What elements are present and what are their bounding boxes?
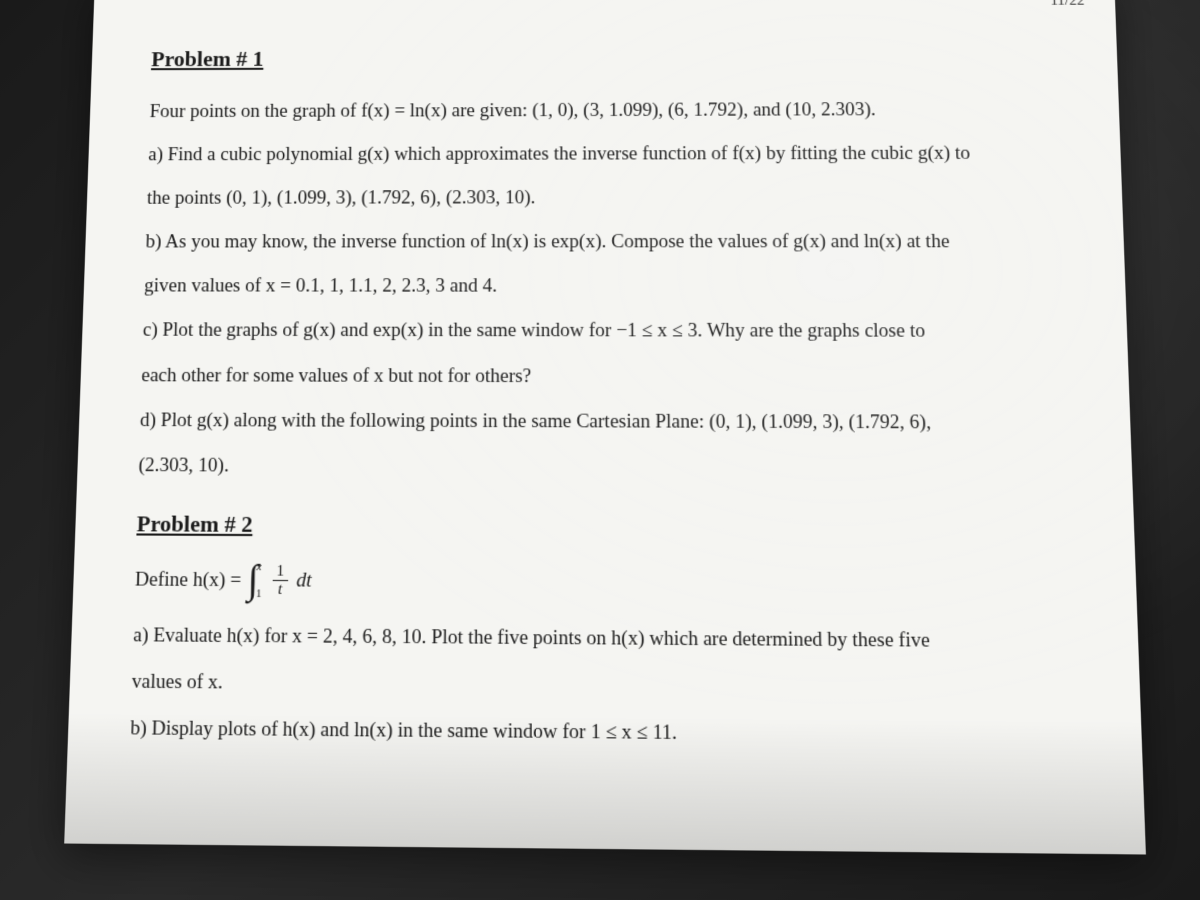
problem-2-a-line2: values of x. <box>131 663 1076 708</box>
problem-2-body: Define h(x) = ∫ x 1 1 t dt a) Evaluate h… <box>130 561 1078 756</box>
problem-1-a-line2: the points (0, 1), (1.099, 3), (1.792, 6… <box>146 179 1060 216</box>
problem-1-c-line2: each other for some values of x but not … <box>141 357 1067 396</box>
problem-1-b-line1: b) As you may know, the inverse function… <box>145 224 1062 260</box>
integrand-fraction: 1 t <box>272 562 289 598</box>
problem-1-c-line1: c) Plot the graphs of g(x) and exp(x) in… <box>142 312 1065 350</box>
problem-2-b: b) Display plots of h(x) and ln(x) in th… <box>130 709 1078 755</box>
problem-2-heading: Problem # 2 <box>136 503 1071 551</box>
page-date-fragment: 11/22 <box>1050 0 1085 16</box>
fraction-numerator: 1 <box>272 562 288 581</box>
problem-1-heading: Problem # 1 <box>151 36 1057 80</box>
problem-1-intro: Four points on the graph of f(x) = ln(x)… <box>149 91 1058 129</box>
problem-1-d-line1: d) Plot g(x) along with the following po… <box>139 402 1068 442</box>
problem-1-b-line2: given values of x = 0.1, 1, 1.1, 2, 2.3,… <box>144 268 1064 305</box>
integral-expression: ∫ x 1 1 t dt <box>247 561 312 600</box>
problem-1-body: Four points on the graph of f(x) = ln(x)… <box>138 91 1069 487</box>
integral-sign-icon: ∫ <box>247 566 258 594</box>
fraction-denominator: t <box>273 581 286 599</box>
document-page: 11/22 Problem # 1 Four points on the gra… <box>64 0 1146 855</box>
problem-2-define: Define h(x) = ∫ x 1 1 t dt <box>134 561 1073 605</box>
differential: dt <box>296 562 312 600</box>
problem-1-d-line2: (2.303, 10). <box>138 447 1069 488</box>
problem-1-a-line1: a) Find a cubic polynomial g(x) which ap… <box>148 135 1060 172</box>
define-prefix: Define h(x) = <box>134 561 241 599</box>
problem-2-a-line1: a) Evaluate h(x) for x = 2, 4, 6, 8, 10.… <box>133 616 1075 660</box>
